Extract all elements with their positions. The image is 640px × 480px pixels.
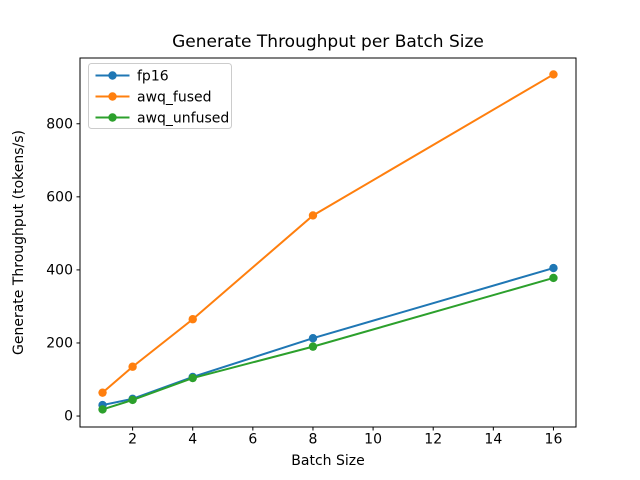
legend-marker-fp16	[108, 71, 117, 80]
y-tick-label: 400	[46, 262, 73, 278]
y-tick-label: 200	[46, 335, 73, 351]
series-line-awq_unfused	[101, 276, 555, 411]
legend-box	[88, 63, 232, 129]
x-axis-label: Batch Size	[291, 453, 364, 469]
x-tick-label: 8	[309, 432, 318, 448]
series-marker-awq_fused	[308, 211, 318, 220]
legend-marker-awq_unfused	[108, 113, 117, 122]
x-tick-label: 14	[484, 432, 502, 448]
series-marker-awq_fused	[188, 315, 197, 324]
series-marker-fp16	[308, 334, 318, 343]
series-marker-awq_unfused	[549, 273, 558, 283]
legend-marker-awq_fused	[108, 92, 117, 101]
series-marker-awq_unfused	[98, 405, 107, 414]
y-tick-label: 800	[46, 116, 73, 132]
series-marker-awq_unfused	[128, 395, 137, 405]
plot-border	[79, 57, 577, 428]
series-marker-awq_fused	[549, 70, 558, 79]
y-tick-label: 0	[64, 409, 73, 425]
x-tick-label: 16	[545, 432, 563, 448]
x-tick-label: 10	[364, 432, 382, 448]
series-marker-awq_unfused	[308, 342, 318, 351]
series-marker-fp16	[549, 263, 558, 273]
x-tick-label: 12	[424, 432, 442, 448]
x-tick-label: 2	[128, 432, 137, 448]
chart-title: Generate Throughput per Batch Size	[172, 32, 484, 52]
y-tick-label: 600	[46, 189, 73, 205]
y-axis-label: Generate Throughput (tokens/s)	[11, 130, 27, 355]
legend-label-awq_unfused: awq_unfused	[137, 111, 229, 127]
x-tick-label: 4	[188, 432, 197, 448]
series-marker-awq_fused	[98, 388, 107, 397]
x-tick-label: 6	[248, 432, 257, 448]
legend-label-fp16: fp16	[137, 69, 169, 85]
series-marker-awq_unfused	[188, 373, 197, 383]
legend-label-awq_fused: awq_fused	[137, 90, 212, 106]
series-marker-awq_fused	[128, 362, 137, 371]
